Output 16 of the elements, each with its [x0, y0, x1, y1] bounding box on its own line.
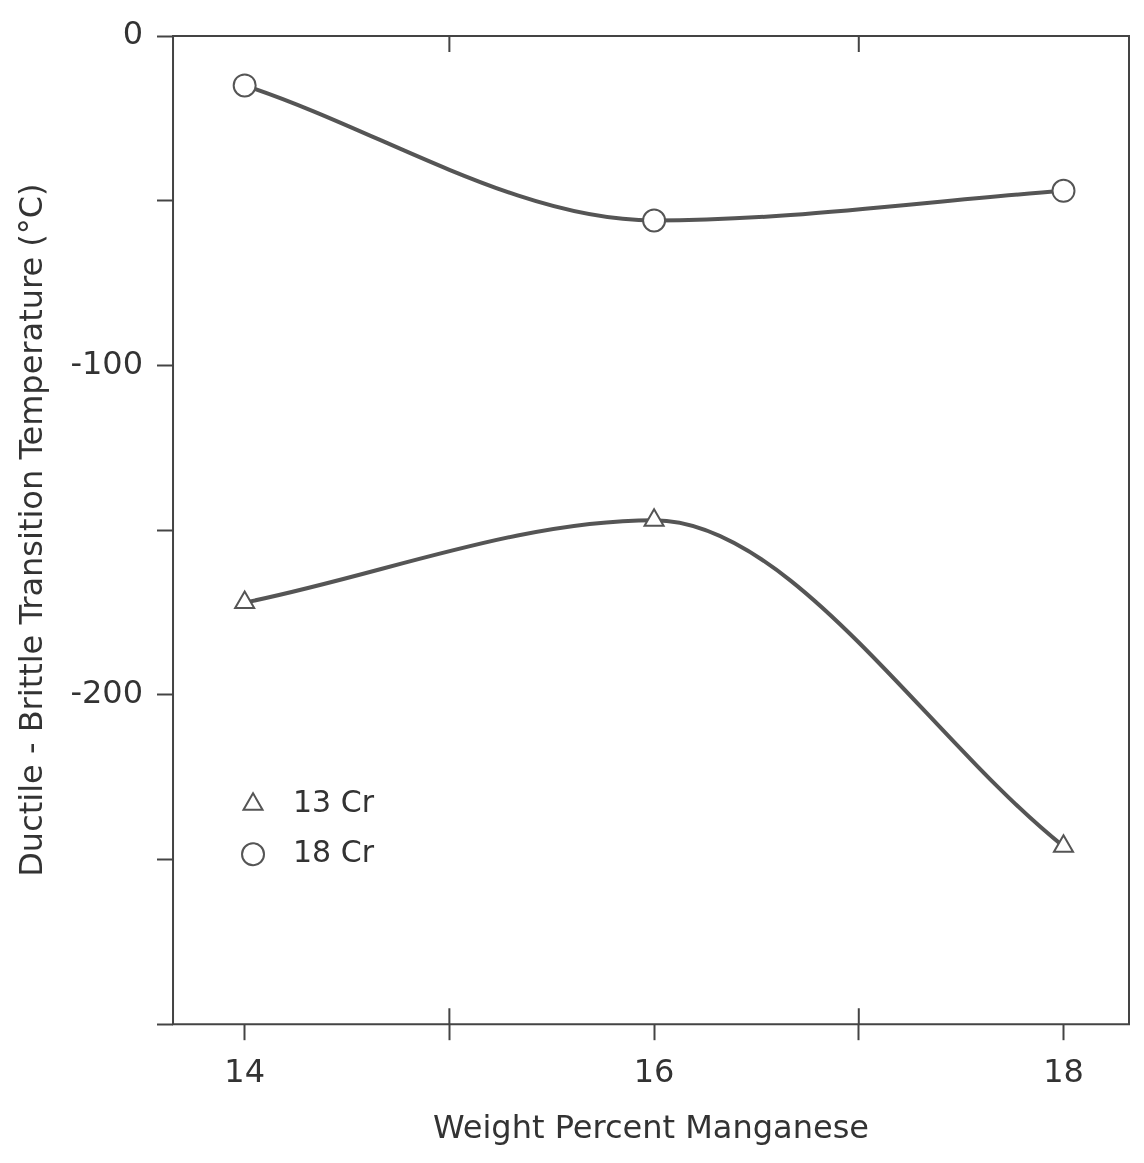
legend-label: 13 Cr: [293, 784, 375, 819]
y-axis-title: Ductile - Brittle Transition Temperature (°C): [11, 183, 50, 877]
legend-label: 18 Cr: [293, 834, 375, 869]
point: [234, 590, 256, 610]
x-axis-title: Weight Percent Manganese: [433, 1108, 869, 1147]
point: [643, 508, 665, 527]
point: [232, 73, 257, 98]
x-tick-label: 14: [224, 1051, 266, 1090]
x-tick-label: 16: [633, 1051, 675, 1090]
point: [1052, 834, 1075, 853]
x-tick-label: 18: [1043, 1051, 1084, 1090]
y-tick-label: 0: [122, 14, 144, 53]
point: [1051, 178, 1076, 203]
point: [642, 208, 667, 233]
y-tick-label: -200: [70, 673, 144, 712]
y-tick-label: -100: [70, 343, 144, 382]
